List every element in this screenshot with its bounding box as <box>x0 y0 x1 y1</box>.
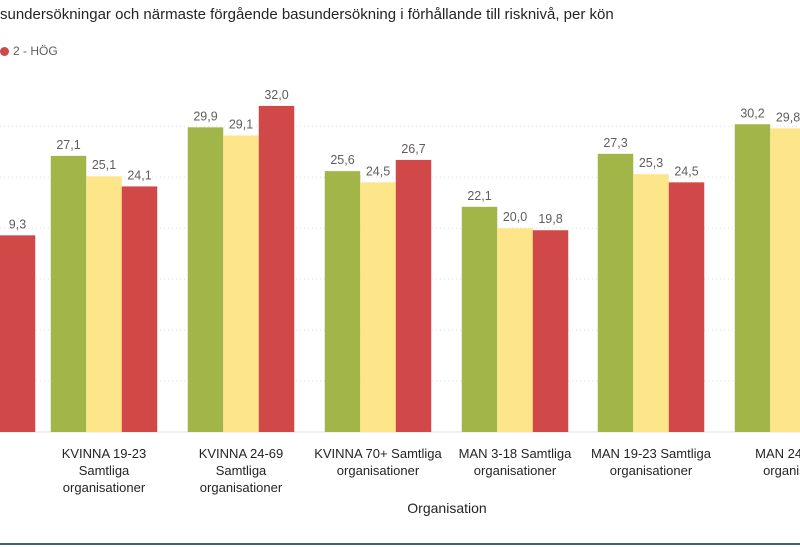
chart-title: sundersökningar och närmaste förgående b… <box>0 6 614 23</box>
data-label: 24,5 <box>366 164 390 178</box>
category-label: organisa <box>763 463 800 478</box>
category-label: organisationer <box>337 463 420 478</box>
data-label: 9,3 <box>9 217 26 231</box>
bar <box>86 176 122 432</box>
data-label: 20,0 <box>503 210 527 224</box>
bar <box>360 182 396 432</box>
bar <box>258 105 295 433</box>
bar <box>223 135 259 432</box>
data-label: 24,1 <box>127 168 151 182</box>
data-label: 19,8 <box>538 212 562 226</box>
frame-bottom-border <box>0 543 800 545</box>
bar <box>497 228 533 432</box>
data-label: 22,1 <box>467 189 491 203</box>
data-label: 29,9 <box>193 109 217 123</box>
bar <box>187 127 224 432</box>
x-axis-title: Organisation <box>407 500 486 516</box>
data-label: 26,7 <box>401 142 425 156</box>
category-label: organisationer <box>63 480 146 495</box>
legend-marker <box>0 47 9 56</box>
data-label: 25,6 <box>330 153 354 167</box>
bar <box>668 182 705 432</box>
category-label: MAN 3-18 Samtliga <box>459 446 572 461</box>
bar <box>770 128 800 432</box>
legend-entry-label: 2 - HÖG <box>13 44 58 58</box>
category-label: KVINNA 19-23 <box>62 446 147 461</box>
bar <box>121 186 158 432</box>
category-label: organisationer <box>474 463 557 478</box>
bar <box>633 174 669 432</box>
data-label: 25,3 <box>639 156 663 170</box>
data-label: 29,8 <box>776 110 800 124</box>
legend: 2 - HÖG <box>0 44 58 58</box>
bar <box>532 230 569 432</box>
category-label: MAN 24-69 <box>755 446 800 461</box>
category-label: KVINNA 24-69 <box>199 446 284 461</box>
category-label: Samtliga <box>216 463 267 478</box>
category-label: KVINNA 70+ Samtliga <box>314 446 442 461</box>
data-label: 24,5 <box>674 164 698 178</box>
data-label: 29,1 <box>229 117 253 131</box>
bar <box>597 153 634 433</box>
bar <box>324 171 361 433</box>
data-label: 27,3 <box>603 136 627 150</box>
bar <box>0 235 36 432</box>
bar <box>395 159 432 432</box>
bar <box>461 206 498 432</box>
data-label: 32,0 <box>264 88 288 102</box>
data-label: 25,1 <box>92 158 116 172</box>
data-label: 30,2 <box>740 106 764 120</box>
category-label: organisationer <box>200 480 283 495</box>
bar <box>50 155 87 432</box>
category-label: Samtliga <box>79 463 130 478</box>
data-label: 27,1 <box>56 138 80 152</box>
bar <box>734 124 771 433</box>
category-label: organisationer <box>610 463 693 478</box>
category-label: MAN 19-23 Samtliga <box>591 446 712 461</box>
